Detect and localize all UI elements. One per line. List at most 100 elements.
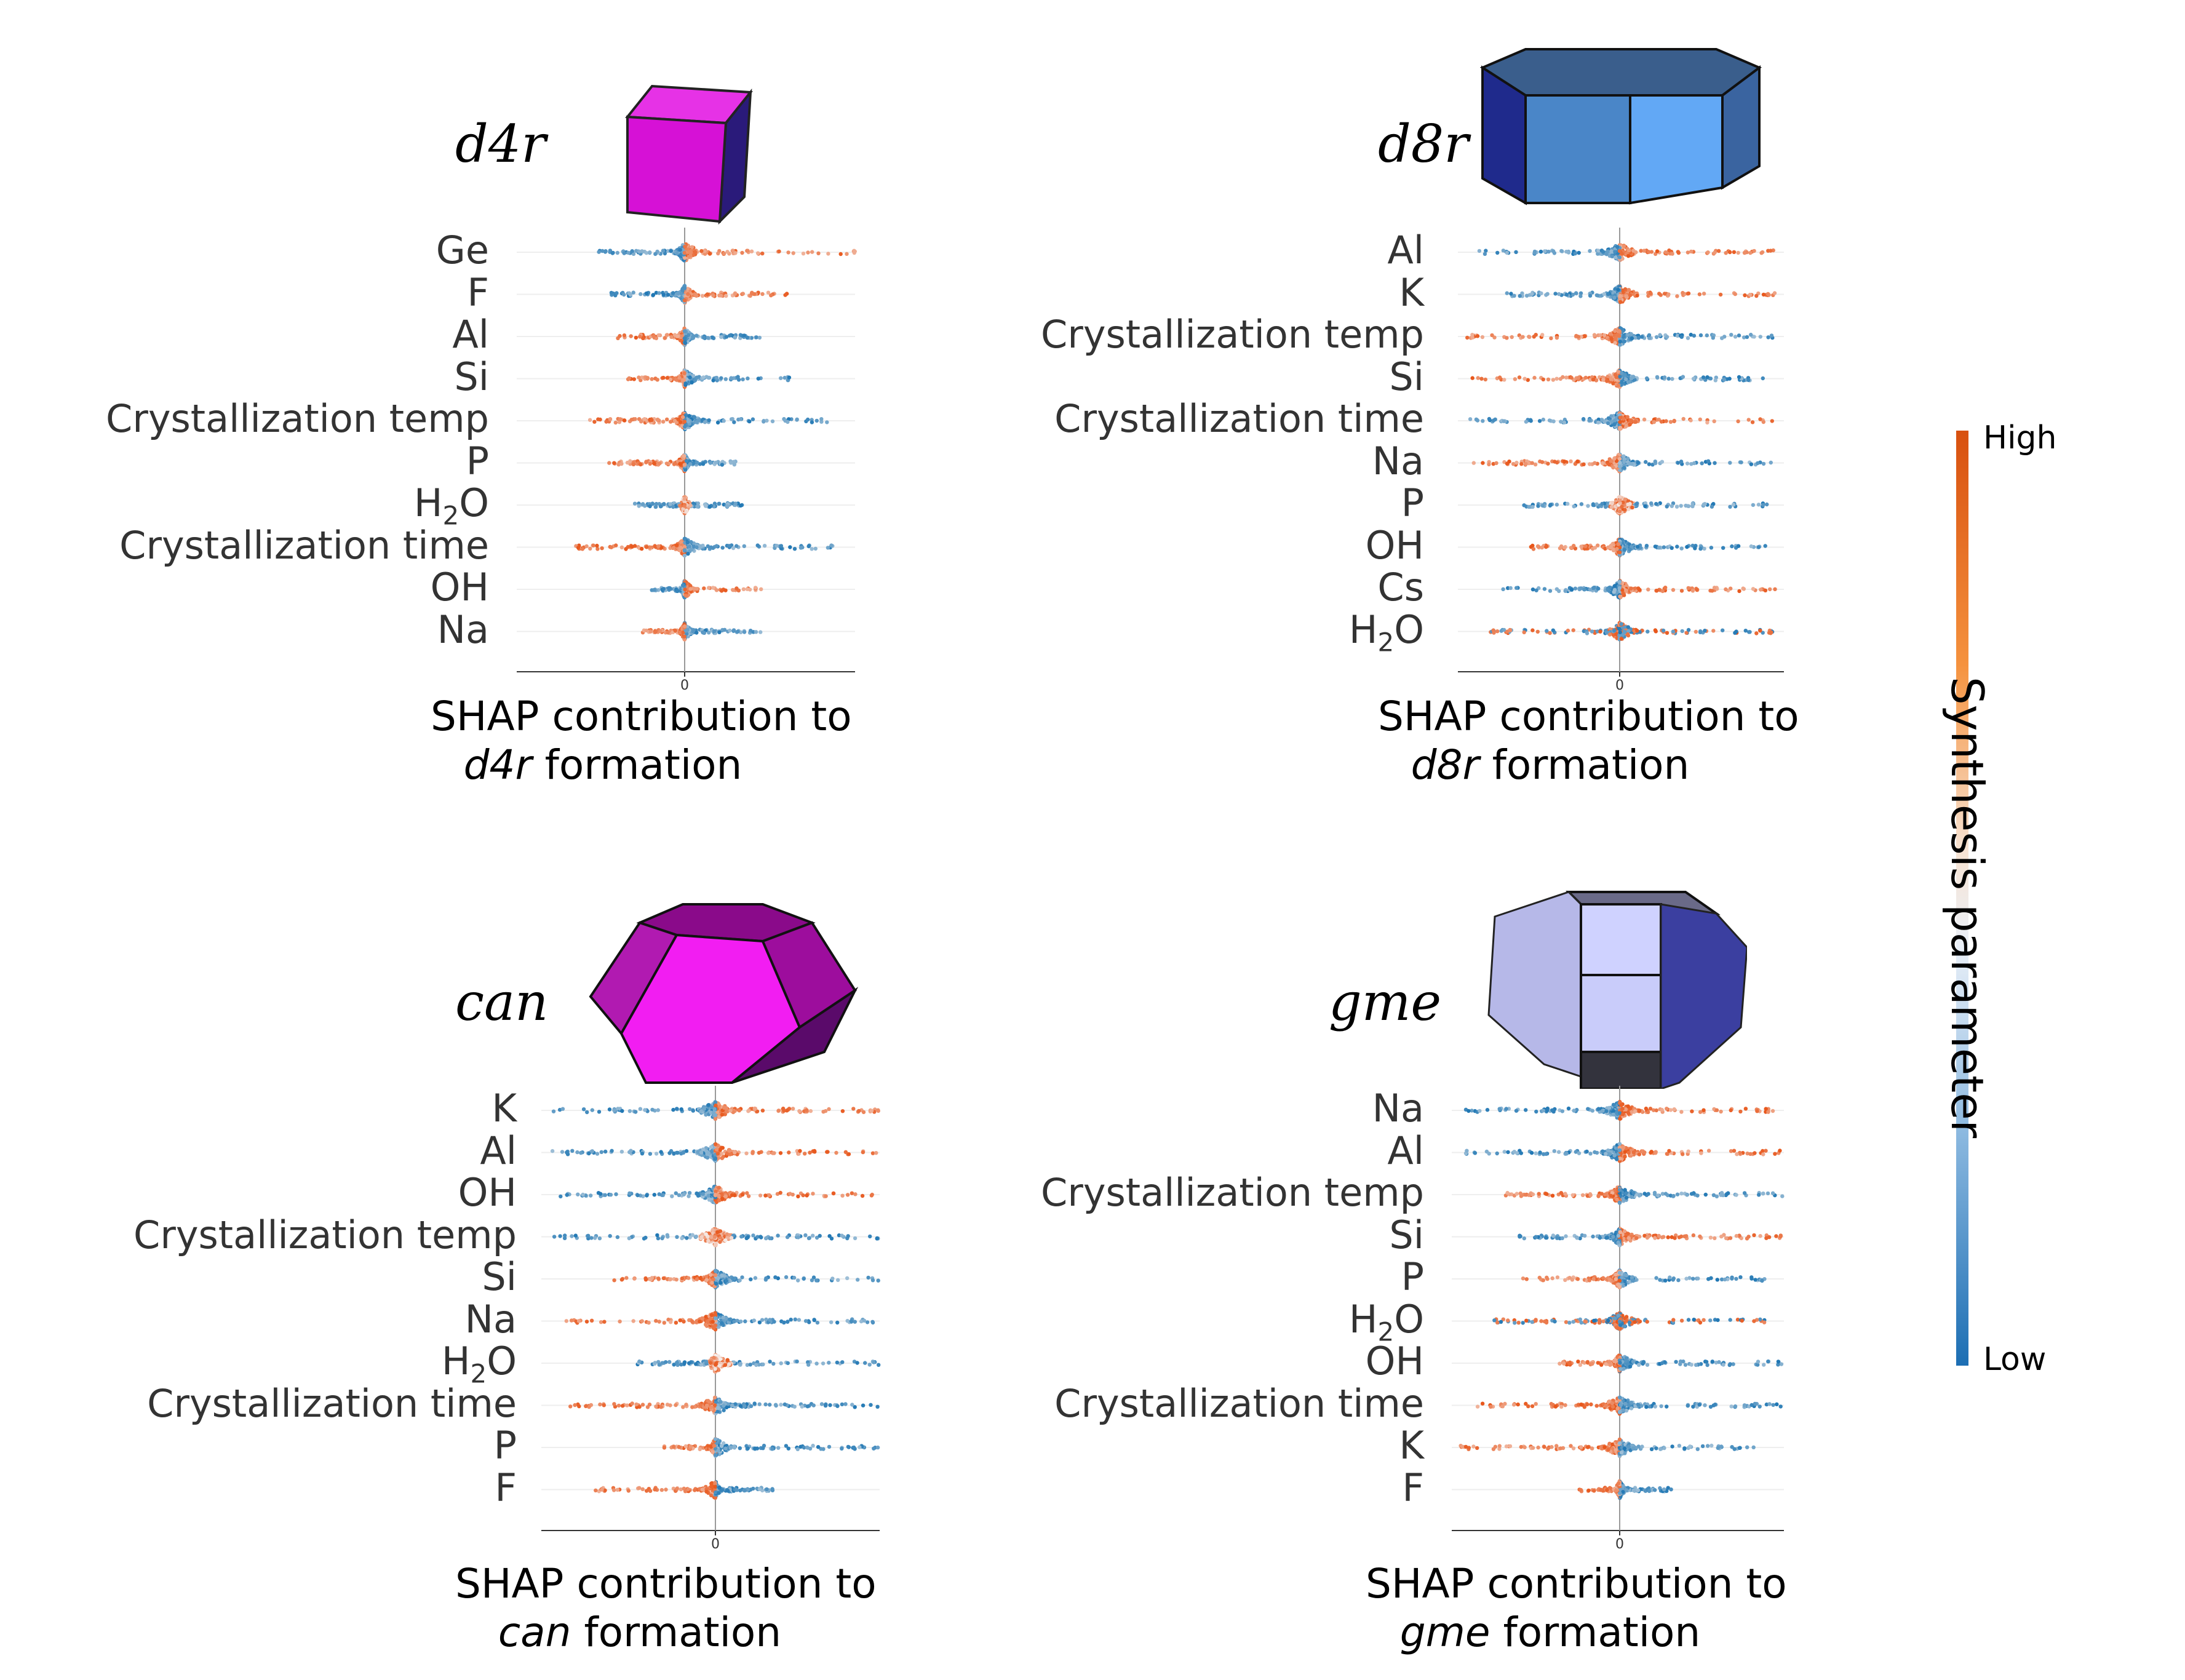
shap-point	[655, 378, 659, 382]
shap-point	[1690, 501, 1695, 506]
shap-point	[1748, 250, 1753, 255]
shap-point	[1609, 377, 1614, 381]
shap-point	[666, 631, 670, 635]
beeswarm-row	[1505, 284, 1777, 305]
shap-point	[1751, 587, 1756, 591]
shap-point	[749, 629, 753, 633]
shap-point	[1476, 376, 1480, 380]
shap-point	[1649, 501, 1654, 506]
shap-point	[695, 293, 699, 298]
shap-point	[1679, 546, 1684, 551]
shap-point	[1562, 420, 1567, 424]
shap-point	[608, 417, 613, 421]
shap-point	[644, 460, 648, 464]
shap-point	[1629, 332, 1633, 336]
shap-point	[644, 545, 649, 549]
shap-point	[1737, 589, 1741, 594]
shap-point	[648, 545, 652, 549]
shap-point	[1591, 503, 1596, 508]
shap-point	[760, 251, 765, 256]
beeswarm-row	[597, 242, 857, 263]
feature-label: Na	[437, 607, 489, 652]
shap-point	[704, 504, 708, 508]
shap-point	[714, 460, 718, 465]
shap-point	[736, 629, 740, 634]
shap-point	[689, 250, 693, 255]
shap-point	[642, 417, 647, 421]
shap-point	[1530, 587, 1535, 592]
shap-point	[638, 335, 642, 339]
shap-point	[698, 544, 702, 548]
shap-point	[691, 335, 695, 339]
shap-point	[1681, 375, 1686, 379]
shap-point	[819, 417, 824, 421]
shap-point	[1620, 288, 1625, 293]
shap-point	[1537, 419, 1542, 423]
shap-point	[1512, 293, 1516, 298]
shap-point	[1752, 249, 1756, 253]
shap-point	[706, 336, 710, 340]
shap-point	[845, 252, 849, 256]
shap-point	[728, 628, 732, 633]
shap-point	[678, 420, 683, 424]
shap-point	[1698, 417, 1702, 421]
shap-point	[716, 251, 720, 256]
shap-point	[1709, 504, 1714, 509]
shap-point	[686, 292, 690, 297]
shap-point	[1604, 252, 1609, 257]
shap-point	[1475, 334, 1480, 338]
shap-point	[1665, 504, 1669, 509]
shap-point	[675, 334, 680, 338]
shap-point	[672, 418, 677, 423]
shap-point	[1564, 292, 1569, 297]
shap-point	[1630, 462, 1634, 466]
shap-point	[664, 461, 669, 466]
shap-point	[766, 290, 771, 295]
shap-point	[791, 251, 795, 255]
beeswarm-row	[650, 579, 763, 600]
shap-point	[782, 375, 787, 380]
shap-point	[1761, 376, 1765, 381]
shap-point	[644, 628, 648, 633]
shap-point	[1582, 462, 1586, 466]
shap-point	[1646, 587, 1650, 592]
shap-point	[1596, 293, 1600, 298]
shap-point	[684, 459, 689, 463]
shap-point	[1705, 375, 1709, 380]
shap-point	[1609, 545, 1613, 549]
shap-point	[682, 634, 687, 639]
shap-point	[652, 587, 656, 592]
shap-point	[1670, 504, 1674, 508]
shap-point	[1636, 461, 1641, 465]
shap-point	[639, 462, 643, 467]
shap-point	[1542, 587, 1547, 591]
shap-point	[1617, 509, 1622, 514]
shap-point	[729, 461, 733, 465]
shap-point	[733, 335, 737, 340]
shap-point	[1722, 378, 1727, 382]
shap-point	[622, 292, 626, 297]
shap-point	[1614, 255, 1618, 260]
shap-point	[1621, 335, 1626, 339]
shap-point	[717, 630, 722, 634]
shap-point	[742, 544, 747, 548]
shap-point	[609, 290, 614, 295]
shap-point	[657, 291, 661, 295]
shap-point	[1613, 341, 1617, 345]
shap-point	[1620, 380, 1624, 384]
shap-point	[1474, 417, 1479, 421]
shap-point	[682, 548, 687, 552]
shap-point	[1666, 376, 1671, 381]
shap-point	[680, 288, 685, 292]
shap-point	[614, 543, 618, 547]
shap-point	[1596, 252, 1600, 256]
shap-point	[1559, 420, 1563, 424]
shap-point	[1689, 332, 1693, 337]
shap-point	[1675, 294, 1679, 298]
shap-point	[724, 335, 729, 339]
shap-point	[1746, 378, 1751, 383]
shap-point	[1657, 546, 1662, 550]
shap-point	[597, 250, 601, 254]
shap-point	[1685, 461, 1690, 466]
shap-point	[679, 291, 683, 296]
